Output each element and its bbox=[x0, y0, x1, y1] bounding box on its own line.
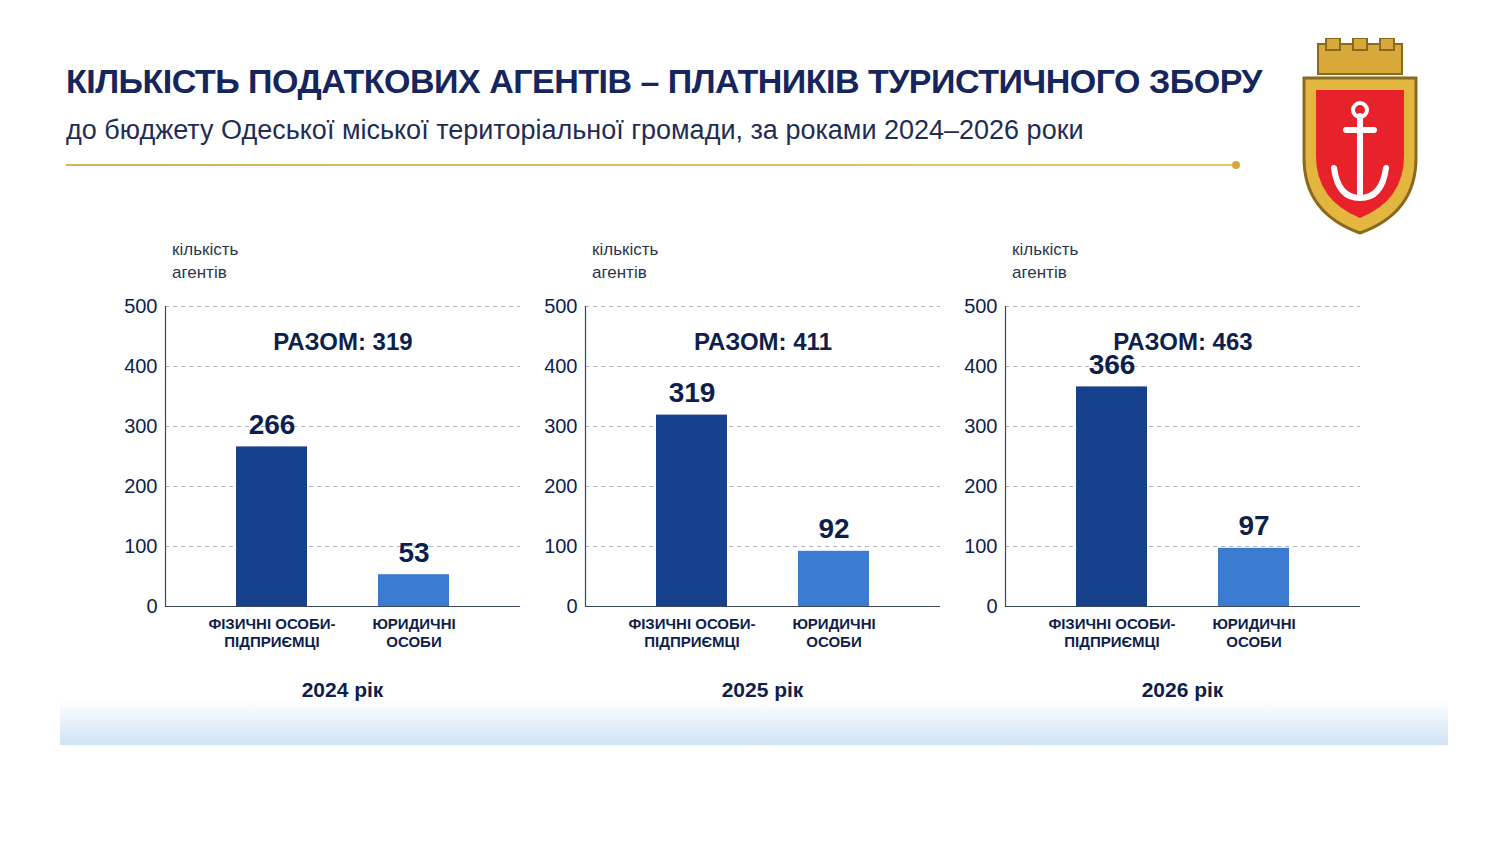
svg-text:300: 300 bbox=[124, 415, 157, 437]
html-text:2026 рік: 2026 рік bbox=[1141, 678, 1224, 701]
html-text:агентів: агентів bbox=[172, 263, 227, 282]
svg-text:500: 500 bbox=[964, 295, 997, 317]
svg-text:ФІЗИЧНІ ОСОБИ-ПІДПРИЄМЦІ: ФІЗИЧНІ ОСОБИ-ПІДПРИЄМЦІ bbox=[628, 615, 755, 650]
svg-text:ЮРИДИЧНІОСОБИ: ЮРИДИЧНІОСОБИ bbox=[792, 615, 875, 650]
svg-text:400: 400 bbox=[544, 355, 577, 377]
svg-text:500: 500 bbox=[544, 295, 577, 317]
html-text:кількість: кількість bbox=[172, 240, 239, 259]
svg-text:400: 400 bbox=[124, 355, 157, 377]
svg-text:200: 200 bbox=[544, 475, 577, 497]
svg-text:100: 100 bbox=[124, 535, 157, 557]
svg-text:366: 366 bbox=[1088, 348, 1136, 380]
html-text:2025 рік: 2025 рік bbox=[721, 678, 804, 701]
svg-text:53: 53 bbox=[398, 537, 429, 568]
svg-text:200: 200 bbox=[124, 475, 157, 497]
html-text:кількість: кількість bbox=[1012, 240, 1079, 259]
svg-text:ФІЗИЧНІ ОСОБИ-ПІДПРИЄМЦІ: ФІЗИЧНІ ОСОБИ-ПІДПРИЄМЦІ bbox=[1048, 615, 1175, 650]
svg-text:300: 300 bbox=[544, 415, 577, 437]
svg-text:92: 92 bbox=[818, 513, 849, 544]
html-text:КІЛЬКІСТЬ ПОДАТКОВИХ АГЕНТІВ –: КІЛЬКІСТЬ ПОДАТКОВИХ АГЕНТІВ – ПЛАТНИКІВ… bbox=[66, 62, 1262, 100]
svg-text:РАЗОМ: 319: РАЗОМ: 319 bbox=[273, 328, 412, 355]
svg-text:0: 0 bbox=[146, 595, 157, 617]
svg-text:100: 100 bbox=[544, 535, 577, 557]
svg-text:300: 300 bbox=[964, 415, 997, 437]
svg-text:319: 319 bbox=[669, 377, 716, 408]
svg-text:ЮРИДИЧНІОСОБИ: ЮРИДИЧНІОСОБИ bbox=[372, 615, 455, 650]
svg-text:500: 500 bbox=[124, 295, 157, 317]
html-text:кількість: кількість bbox=[592, 240, 659, 259]
svg-text:400: 400 bbox=[964, 355, 997, 377]
html-text:агентів: агентів bbox=[1012, 263, 1067, 282]
svg-text:200: 200 bbox=[964, 475, 997, 497]
svg-text:97: 97 bbox=[1238, 510, 1269, 541]
svg-text:0: 0 bbox=[566, 595, 577, 617]
svg-text:ФІЗИЧНІ ОСОБИ-ПІДПРИЄМЦІ: ФІЗИЧНІ ОСОБИ-ПІДПРИЄМЦІ bbox=[208, 615, 335, 650]
svg-text:РАЗОМ: 463: РАЗОМ: 463 bbox=[1113, 328, 1252, 355]
html-text:2024 рік: 2024 рік bbox=[301, 678, 384, 701]
svg-text:РАЗОМ: 411: РАЗОМ: 411 bbox=[694, 328, 832, 355]
html-text:до бюджету Одеської міської те: до бюджету Одеської міської територіальн… bbox=[66, 115, 1084, 145]
html-text:агентів: агентів bbox=[592, 263, 647, 282]
svg-text:ЮРИДИЧНІОСОБИ: ЮРИДИЧНІОСОБИ bbox=[1212, 615, 1295, 650]
svg-text:266: 266 bbox=[249, 409, 296, 440]
svg-text:0: 0 bbox=[986, 595, 997, 617]
svg-text:100: 100 bbox=[964, 535, 997, 557]
